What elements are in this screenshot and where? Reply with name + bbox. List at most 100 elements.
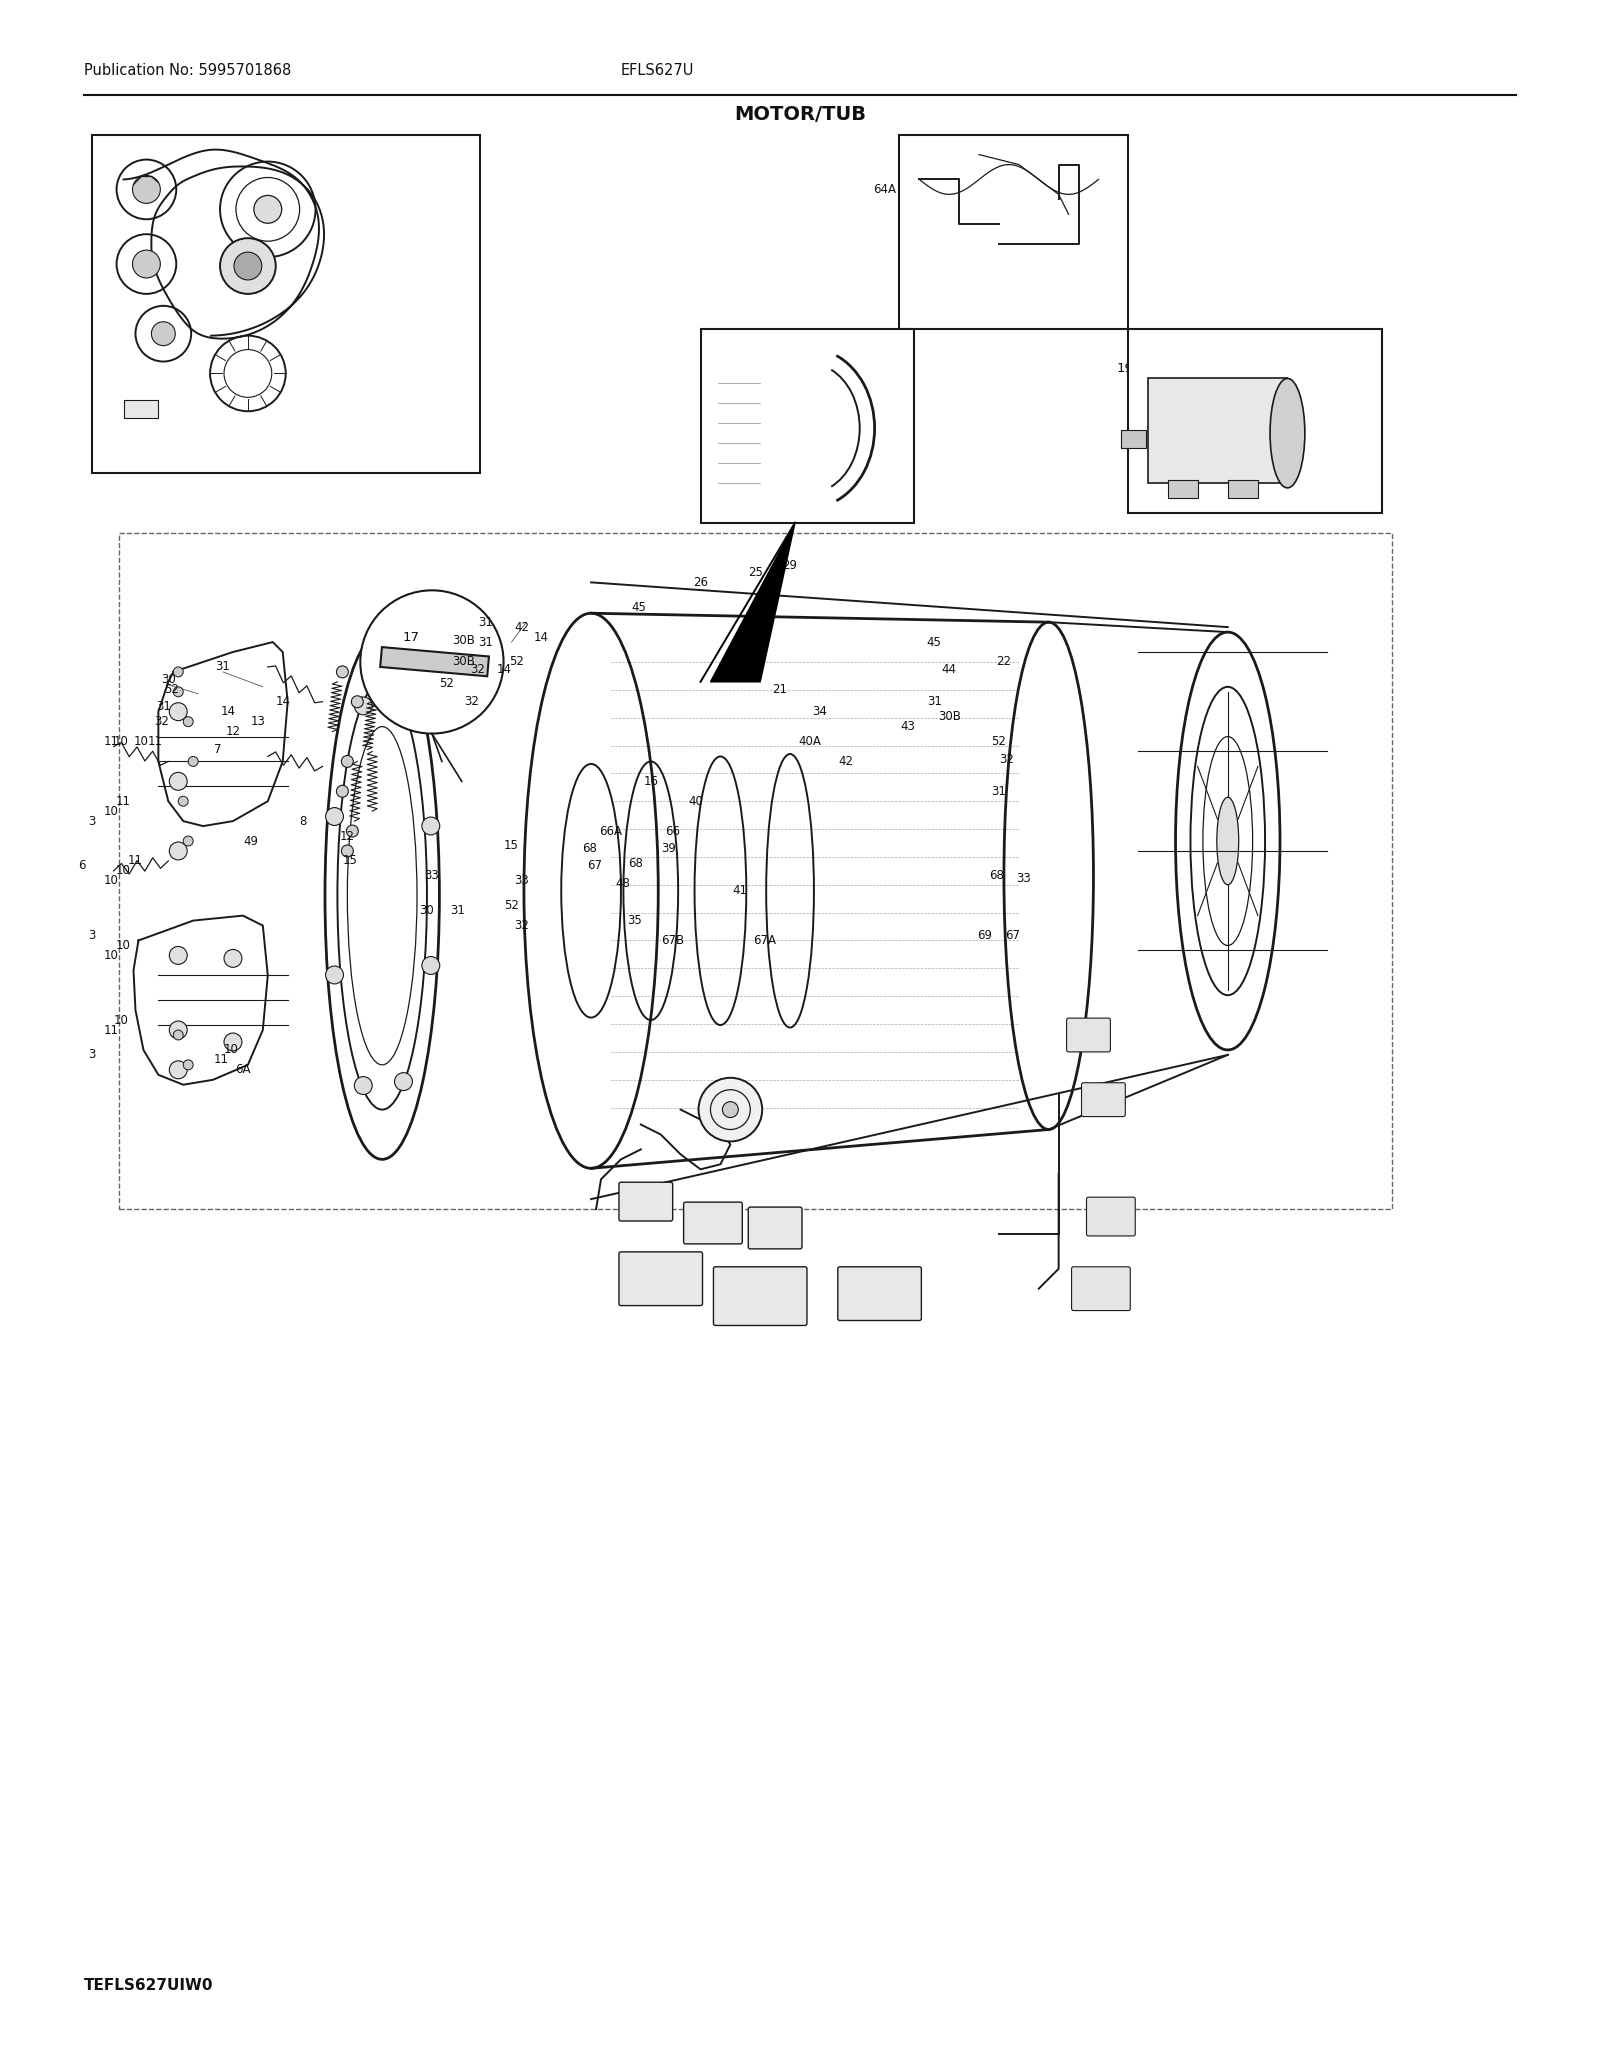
- Circle shape: [354, 698, 373, 714]
- Ellipse shape: [1270, 379, 1306, 489]
- Text: 32: 32: [464, 696, 478, 708]
- Text: 10: 10: [104, 874, 118, 888]
- Text: 10: 10: [114, 735, 130, 747]
- Text: EFLS627U: EFLS627U: [621, 62, 694, 77]
- Circle shape: [173, 1031, 184, 1039]
- Circle shape: [354, 1076, 373, 1095]
- Text: 60: 60: [1069, 147, 1085, 159]
- Circle shape: [341, 756, 354, 768]
- FancyBboxPatch shape: [619, 1182, 672, 1221]
- Text: 66A: 66A: [600, 824, 622, 838]
- Text: 56A: 56A: [99, 174, 123, 186]
- Text: 14: 14: [275, 696, 290, 708]
- Text: 31: 31: [478, 635, 493, 648]
- Circle shape: [325, 807, 344, 826]
- Text: 31: 31: [155, 700, 171, 714]
- FancyBboxPatch shape: [1086, 1196, 1136, 1236]
- Circle shape: [699, 1078, 762, 1141]
- Text: 55: 55: [312, 137, 330, 149]
- Text: 8: 8: [299, 816, 306, 828]
- Circle shape: [224, 1033, 242, 1052]
- Text: 30B: 30B: [938, 710, 960, 722]
- Text: Publication No: 5995701868: Publication No: 5995701868: [83, 62, 291, 77]
- Circle shape: [133, 176, 160, 203]
- Text: 21: 21: [773, 683, 787, 696]
- Text: 7: 7: [214, 743, 222, 756]
- FancyBboxPatch shape: [1067, 1018, 1110, 1052]
- Bar: [899, 135, 1128, 329]
- Text: 35: 35: [627, 915, 642, 927]
- Text: 12: 12: [226, 724, 240, 739]
- Text: 32: 32: [1000, 753, 1014, 766]
- Circle shape: [173, 687, 184, 698]
- Text: 46: 46: [261, 250, 277, 263]
- Circle shape: [170, 1021, 187, 1039]
- Circle shape: [254, 195, 282, 224]
- Circle shape: [184, 1060, 194, 1070]
- Circle shape: [189, 756, 198, 766]
- Text: 49: 49: [243, 834, 258, 847]
- Bar: [1168, 480, 1198, 497]
- Text: 19: 19: [1117, 362, 1133, 375]
- FancyBboxPatch shape: [838, 1267, 922, 1321]
- Text: 20: 20: [1347, 356, 1365, 371]
- Text: 10: 10: [117, 865, 131, 878]
- Text: 33: 33: [1016, 871, 1032, 886]
- Circle shape: [422, 956, 440, 975]
- Text: 25: 25: [747, 565, 763, 580]
- Text: 16: 16: [643, 774, 658, 789]
- Circle shape: [170, 946, 187, 965]
- Bar: [1122, 431, 1146, 447]
- Circle shape: [170, 772, 187, 791]
- Text: 67A: 67A: [752, 934, 776, 946]
- Text: 10: 10: [224, 1043, 238, 1056]
- Circle shape: [395, 1072, 413, 1091]
- Text: 26: 26: [693, 575, 709, 588]
- Text: 11: 11: [128, 855, 142, 867]
- Circle shape: [422, 818, 440, 834]
- Text: 13: 13: [251, 714, 266, 729]
- Text: 31: 31: [478, 615, 493, 629]
- Text: 11: 11: [104, 735, 118, 747]
- FancyBboxPatch shape: [619, 1252, 702, 1306]
- Text: 32: 32: [514, 919, 530, 932]
- Bar: [1227, 480, 1258, 497]
- Text: 67B: 67B: [661, 934, 685, 946]
- Bar: [91, 135, 480, 472]
- Text: 14: 14: [498, 662, 512, 677]
- Circle shape: [170, 1060, 187, 1078]
- Text: 15: 15: [342, 855, 358, 867]
- Text: 67: 67: [587, 859, 603, 871]
- Circle shape: [224, 950, 242, 967]
- Bar: [123, 400, 158, 418]
- Circle shape: [395, 702, 413, 718]
- Text: 10: 10: [117, 940, 131, 952]
- FancyBboxPatch shape: [1082, 1083, 1125, 1116]
- Text: 31: 31: [926, 696, 942, 708]
- Circle shape: [184, 716, 194, 727]
- Text: 10: 10: [104, 805, 118, 818]
- Text: 33: 33: [424, 869, 440, 882]
- Circle shape: [173, 667, 184, 677]
- Text: 11: 11: [117, 795, 131, 807]
- Text: 31: 31: [992, 785, 1006, 797]
- Bar: [381, 648, 490, 677]
- Text: 3: 3: [88, 929, 96, 942]
- Text: 14: 14: [534, 631, 549, 644]
- Text: 3: 3: [88, 816, 96, 828]
- Circle shape: [723, 1101, 738, 1118]
- Text: 52: 52: [509, 656, 523, 669]
- Text: 31: 31: [450, 905, 466, 917]
- Circle shape: [325, 967, 344, 983]
- Text: 56: 56: [99, 253, 117, 265]
- Text: 30: 30: [162, 673, 176, 687]
- Text: 40A: 40A: [798, 735, 821, 747]
- Text: 44: 44: [942, 662, 957, 677]
- Text: 67: 67: [1005, 929, 1021, 942]
- Bar: [1128, 329, 1382, 513]
- Circle shape: [352, 696, 363, 708]
- Circle shape: [336, 667, 349, 677]
- Text: 30B: 30B: [453, 656, 475, 669]
- Circle shape: [152, 321, 176, 346]
- Text: 45: 45: [632, 600, 646, 613]
